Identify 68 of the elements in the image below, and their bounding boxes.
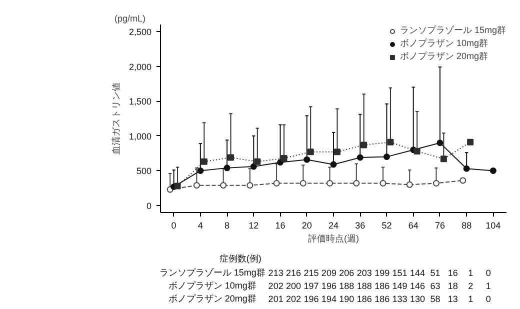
text: ボノプラザン 10mg群 xyxy=(168,280,256,290)
text: 202 xyxy=(286,294,302,304)
x-tick-label: 36 xyxy=(355,220,366,230)
x-tick-label: 76 xyxy=(434,220,445,230)
text: 133 xyxy=(392,294,408,304)
y-tick-label: 2,000 xyxy=(128,62,152,72)
text: 0 xyxy=(486,268,491,278)
y-tick-label: 500 xyxy=(136,166,152,176)
legend-label: ランソプラゾール 15mg群 xyxy=(400,24,506,37)
x-axis-title: 評価時点(週) xyxy=(308,234,360,244)
text: 1 xyxy=(468,294,474,304)
text: 16 xyxy=(448,268,458,278)
y-tick-label: 2,500 xyxy=(128,26,152,37)
x-tick-label: 8 xyxy=(224,220,230,230)
text: 202 xyxy=(268,281,284,291)
legend-label: ボノプラザン 20mg群 xyxy=(400,50,488,63)
text: 203 xyxy=(356,268,372,278)
text: 149 xyxy=(392,281,408,291)
x-tick-label: 88 xyxy=(462,220,472,230)
text: 196 xyxy=(321,281,336,291)
y-tick-label: 1,000 xyxy=(128,131,152,142)
text: 18 xyxy=(448,281,458,291)
text: 2 xyxy=(468,281,474,291)
text: 症例数(例) xyxy=(219,254,262,264)
text: 58 xyxy=(430,294,440,304)
text: 188 xyxy=(356,281,372,291)
text: 186 xyxy=(374,281,390,291)
text: 190 xyxy=(339,294,354,304)
text: 186 xyxy=(356,294,372,304)
legend-label: ボノプラザン 10mg群 xyxy=(400,37,488,50)
x-tick-label: 16 xyxy=(275,220,286,230)
x-tick-label: 52 xyxy=(382,220,392,230)
text: 186 xyxy=(374,294,390,304)
y-axis-title: 血清ガストリン値 xyxy=(110,82,121,154)
text: 215 xyxy=(304,268,319,278)
text: 201 xyxy=(268,294,284,304)
text: 0 xyxy=(486,294,491,304)
text: (pg/mL) xyxy=(114,14,146,24)
text: 200 xyxy=(286,281,302,291)
text: 194 xyxy=(321,294,336,304)
text: 209 xyxy=(321,268,336,278)
x-tick-label: 12 xyxy=(248,220,259,230)
text: 13 xyxy=(448,294,458,304)
x-tick-label: 24 xyxy=(328,220,339,230)
text: 196 xyxy=(304,294,319,304)
text: 188 xyxy=(339,281,354,291)
text: 51 xyxy=(430,268,440,278)
text: ボノプラザン 20mg群 xyxy=(168,294,256,304)
text: 199 xyxy=(374,268,390,278)
x-tick-label: 4 xyxy=(198,220,203,230)
x-tick-label: 20 xyxy=(302,220,312,230)
text: 1 xyxy=(486,281,491,291)
text: 146 xyxy=(410,281,426,291)
text: 63 xyxy=(430,281,440,291)
text: 151 xyxy=(392,268,408,278)
text: 144 xyxy=(410,268,426,278)
x-tick-label: 64 xyxy=(408,220,418,230)
text: 213 xyxy=(268,268,284,278)
text: 1 xyxy=(468,268,474,278)
y-tick-label: 1,500 xyxy=(128,96,152,107)
y-tick-label: 0 xyxy=(146,201,152,212)
text: 130 xyxy=(410,294,426,304)
text: 206 xyxy=(339,268,354,278)
x-tick-label: 104 xyxy=(486,220,501,230)
text: ランソプラゾール 15mg群 xyxy=(159,268,266,278)
x-tick-label: 0 xyxy=(171,220,176,230)
text: 197 xyxy=(304,281,319,291)
text: 216 xyxy=(286,268,302,278)
